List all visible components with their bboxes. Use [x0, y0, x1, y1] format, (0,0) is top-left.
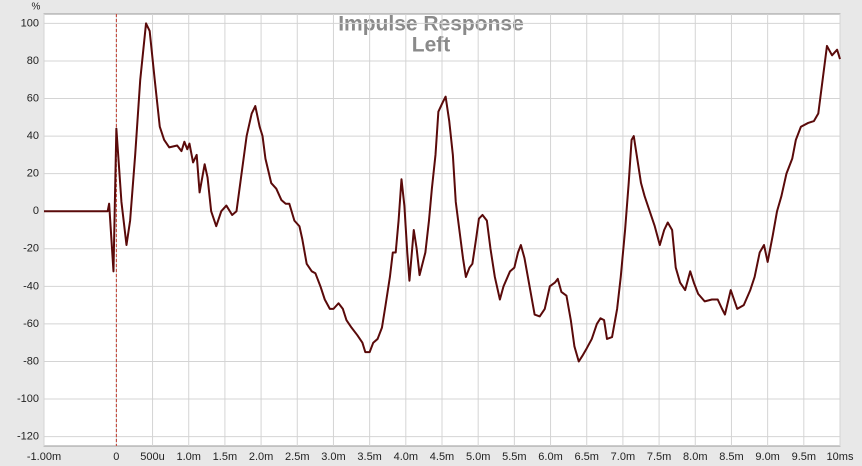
- x-tick-label: 5.5m: [502, 451, 526, 463]
- x-tick-label: 10ms: [827, 451, 854, 463]
- y-tick-label: 60: [27, 92, 39, 104]
- y-tick-label: 80: [27, 55, 39, 67]
- chart-title: Impulse Response: [338, 13, 524, 36]
- x-tick-label: 6.5m: [574, 451, 598, 463]
- x-tick-label: 3.0m: [321, 451, 345, 463]
- x-tick-label: 4.5m: [430, 451, 454, 463]
- x-tick-label: 7.0m: [611, 451, 635, 463]
- x-tick-label: 9.5m: [792, 451, 816, 463]
- x-tick-label: 3.5m: [357, 451, 381, 463]
- x-tick-label: 500u: [140, 451, 164, 463]
- y-axis-unit: %: [32, 2, 41, 13]
- y-tick-label: -20: [23, 243, 39, 255]
- x-tick-label: -1.00m: [27, 451, 61, 463]
- x-tick-label: 1.5m: [213, 451, 237, 463]
- y-tick-label: -100: [17, 393, 39, 405]
- y-tick-label: -120: [17, 431, 39, 443]
- x-tick-label: 0: [113, 451, 119, 463]
- y-tick-label: -80: [23, 355, 39, 367]
- chart-subtitle: Left: [412, 34, 451, 57]
- x-tick-label: 2.0m: [249, 451, 273, 463]
- y-tick-label: 20: [27, 168, 39, 180]
- x-tick-label: 5.0m: [466, 451, 490, 463]
- x-tick-label: 6.0m: [538, 451, 562, 463]
- y-tick-label: 100: [21, 17, 39, 29]
- y-tick-label: 0: [33, 205, 39, 217]
- y-tick-label: -40: [23, 280, 39, 292]
- x-tick-label: 1.0m: [176, 451, 200, 463]
- x-tick-label: 4.0m: [394, 451, 418, 463]
- x-tick-label: 9.0m: [755, 451, 779, 463]
- x-tick-label: 7.5m: [647, 451, 671, 463]
- x-tick-label: 8.0m: [683, 451, 707, 463]
- x-tick-label: 8.5m: [719, 451, 743, 463]
- y-tick-label: 40: [27, 130, 39, 142]
- y-tick-label: -60: [23, 318, 39, 330]
- x-tick-label: 2.5m: [285, 451, 309, 463]
- impulse-line: [44, 22, 841, 363]
